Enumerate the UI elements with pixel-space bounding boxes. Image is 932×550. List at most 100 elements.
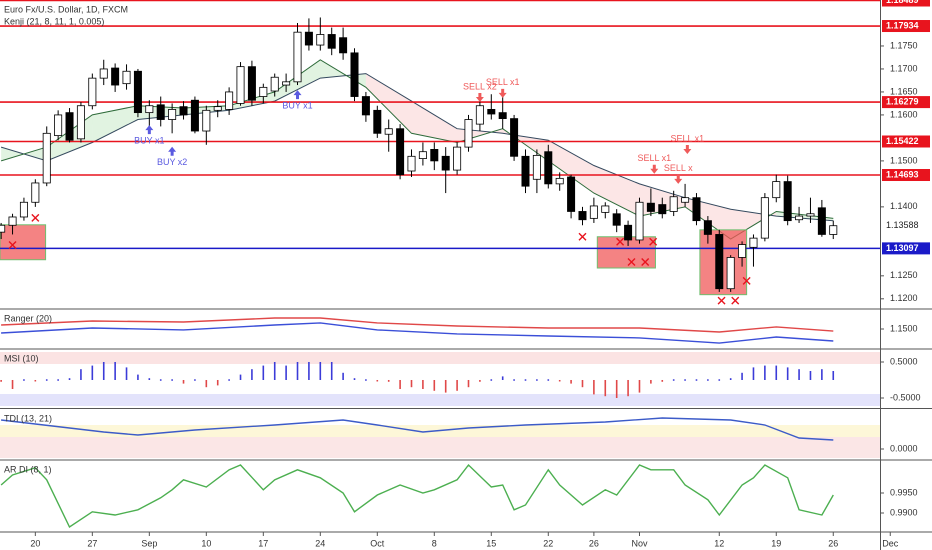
- histogram-bar: [650, 379, 652, 384]
- histogram-bar: [182, 379, 185, 384]
- candle-body: [8, 216, 17, 226]
- signal-arrow: [293, 90, 302, 100]
- msi-upper-zone: [0, 352, 880, 364]
- candle-body: [555, 177, 564, 185]
- candle-body: [19, 201, 28, 218]
- signal-label: SELL x1: [486, 77, 520, 87]
- histogram-bar: [684, 379, 686, 381]
- level-price-box: [882, 135, 930, 148]
- histogram-bar: [34, 379, 37, 382]
- candle-body: [441, 155, 450, 171]
- candle-body: [168, 109, 177, 120]
- candle-body: [795, 215, 804, 221]
- candle-body: [749, 237, 758, 248]
- candle-body: [293, 31, 302, 83]
- histogram-bar: [422, 379, 424, 389]
- histogram-bar: [558, 379, 561, 382]
- candle-body: [624, 224, 633, 241]
- histogram-bar: [80, 369, 82, 380]
- histogram-bar: [638, 379, 641, 393]
- cross-marker: [742, 276, 751, 285]
- candle-body: [202, 109, 211, 132]
- candle-body: [418, 151, 427, 159]
- candle-body: [703, 220, 712, 235]
- histogram-bar: [216, 379, 219, 386]
- candle-body: [589, 205, 598, 219]
- x-tick-label: 12: [714, 538, 724, 548]
- indicator-line: [0, 463, 834, 529]
- cross-marker: [616, 237, 625, 246]
- y-tick-label: 1.1400: [890, 201, 918, 211]
- candle-body: [327, 34, 336, 49]
- histogram-bar: [159, 379, 162, 381]
- candle-body: [817, 207, 826, 235]
- signal-arrow: [650, 164, 659, 174]
- candle-body: [122, 70, 131, 85]
- candle-body: [156, 104, 165, 120]
- signal-label: SELL x: [664, 163, 693, 173]
- y-tick-label: 1.1700: [890, 63, 918, 73]
- histogram-bar: [0, 379, 2, 382]
- candle-body: [601, 205, 610, 213]
- signal-label: SELL x1: [671, 133, 705, 143]
- histogram-bar: [798, 369, 800, 380]
- signal-arrow: [475, 92, 484, 102]
- indicator-line: [1, 322, 834, 344]
- candle-body: [760, 197, 769, 239]
- band-fill: [593, 165, 640, 217]
- candle-body: [42, 132, 51, 184]
- candle-body: [510, 118, 519, 157]
- candle-body: [145, 105, 154, 114]
- level-price-label: 1.16279: [886, 96, 919, 106]
- cross-marker: [578, 232, 587, 241]
- x-tick-label: Sep: [141, 538, 157, 548]
- histogram-bar: [593, 379, 595, 395]
- candle-body: [578, 211, 587, 221]
- histogram-bar: [433, 379, 436, 391]
- cross-marker: [717, 296, 726, 305]
- panel-title: MSI (10): [4, 353, 39, 363]
- x-tick-label: 26: [828, 538, 838, 548]
- y-tick-label: 0.9950: [890, 487, 918, 497]
- histogram-bar: [57, 379, 59, 381]
- candle-body: [829, 225, 838, 235]
- x-tick-label: 8: [432, 538, 437, 548]
- histogram-bar: [11, 379, 14, 389]
- histogram-bar: [251, 369, 253, 380]
- histogram-bar: [102, 361, 105, 380]
- histogram-bar: [570, 379, 572, 384]
- level-price-box: [882, 169, 930, 182]
- candle-body: [464, 119, 473, 148]
- candle-body: [236, 66, 245, 104]
- cross-marker: [8, 241, 17, 250]
- candle-body: [339, 37, 348, 54]
- y-tick-label: 1.1500: [890, 323, 918, 333]
- histogram-bar: [741, 372, 743, 380]
- histogram-bar: [114, 361, 116, 380]
- y-tick-label: 1.1250: [890, 270, 918, 280]
- band-fill: [365, 73, 412, 134]
- level-price-box: [882, 20, 930, 33]
- signal-label: SELL x1: [637, 153, 671, 163]
- candle-body: [692, 197, 701, 222]
- level-price-label: 1.15422: [886, 136, 919, 146]
- histogram-bar: [285, 365, 287, 380]
- histogram-bar: [524, 379, 527, 381]
- candle-body: [225, 91, 234, 110]
- y-tick-label: 1.1650: [890, 86, 918, 96]
- histogram-bar: [376, 379, 379, 382]
- histogram-bar: [399, 379, 401, 389]
- candle-body: [396, 128, 405, 176]
- candle-body: [407, 155, 416, 172]
- candle-body: [259, 86, 268, 97]
- histogram-bar: [809, 370, 812, 380]
- cross-marker: [731, 296, 740, 305]
- histogram-bar: [695, 379, 698, 381]
- histogram-bar: [125, 367, 128, 380]
- y-tick-label: 1.1600: [890, 109, 918, 119]
- candle-body: [612, 213, 621, 226]
- level-price-box: [882, 0, 930, 7]
- signal-arrow: [168, 146, 177, 156]
